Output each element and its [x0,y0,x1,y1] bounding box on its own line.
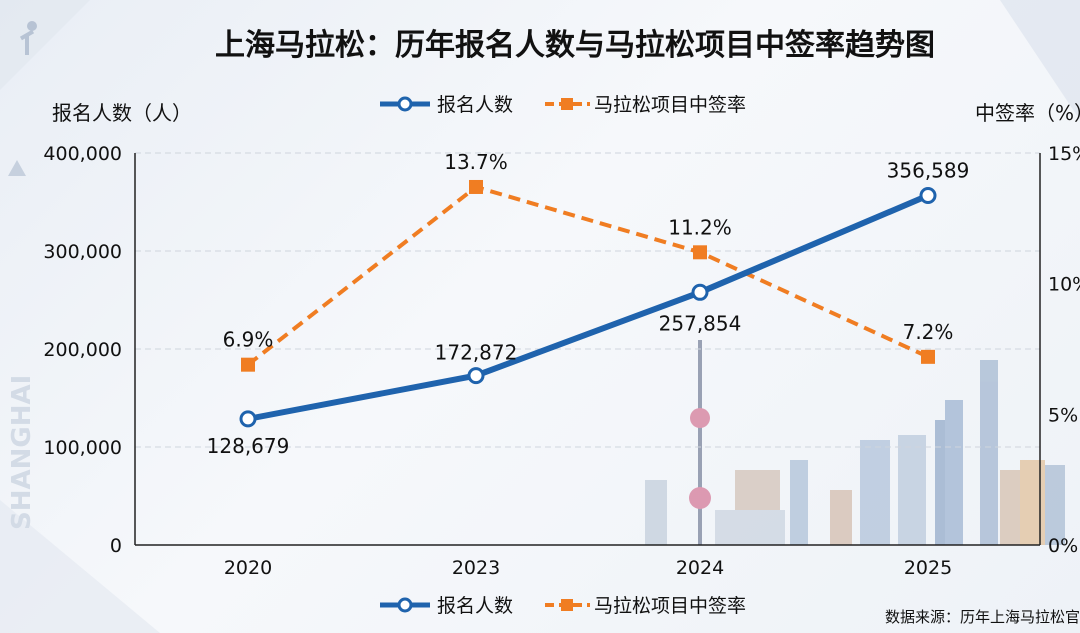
legend-top: 报名人数 马拉松项目中签率 [380,94,746,116]
registrations-data-label: 257,854 [659,311,742,335]
skyline-illustration [645,340,1065,545]
registrations-data-label: 172,872 [435,341,518,365]
left-tick-label: 0 [110,535,122,557]
left-tick-label: 300,000 [43,241,122,263]
source-note: 数据来源：历年上海马拉松官 [885,608,1080,626]
right-tick-label: 5% [1048,404,1078,426]
legend-bottom: 报名人数 马拉松项目中签率 [380,595,746,617]
rate-point [241,357,255,372]
registrations-point [919,187,937,205]
left-axis-label: 报名人数（人） [52,101,192,125]
registrations-point [691,283,709,301]
skyline-building [980,360,998,545]
grid [135,152,1040,448]
legend-label-registrations: 报名人数 [437,595,513,617]
skyline-building [790,460,808,545]
pearl-tower-sphere [690,408,710,428]
rate-data-label: 11.2% [668,215,732,239]
rate-point [921,349,935,364]
skyline-building [715,510,785,545]
skyline-building [945,400,963,545]
left-tick-label: 100,000 [43,437,122,459]
legend-label-rate: 马拉松项目中签率 [594,595,746,617]
skyline-building [1045,465,1065,545]
registrations-data-label: 128,679 [207,434,290,458]
left-tick-label: 400,000 [43,143,122,165]
right-tick-label: 10% [1048,274,1080,296]
axes: 0 100,000 200,000 300,000 400,000 0% 5% 10% 15% 2… [43,143,1080,579]
pearl-tower-sphere [689,487,711,509]
legend-label-registrations: 报名人数 [437,94,513,116]
registrations-point [467,367,485,385]
right-tick-label: 15% [1048,143,1080,165]
x-tick-label: 2024 [676,557,724,579]
rate-data-label: 6.9% [223,328,274,352]
arrow-up-icon [8,160,26,176]
right-tick-label: 0% [1048,535,1078,557]
rate-line [246,184,929,367]
registrations-point [239,410,257,428]
rate-point [693,245,707,260]
skyline-building [645,480,667,545]
chart-title: 上海马拉松：历年报名人数与马拉松项目中签率趋势图 [215,28,935,63]
x-tick-label: 2023 [452,557,500,579]
left-tick-label: 200,000 [43,339,122,361]
legend-marker-registrations [397,597,413,613]
series-layer: 128,679 172,872 257,854 356,589 6.9% 13.7% 11.… [207,150,970,458]
right-axis-label: 中签率（%） [975,101,1080,125]
legend-marker-registrations [397,96,413,112]
legend-marker-rate [561,599,573,611]
skyline-building [898,435,926,545]
skyline-building [830,490,852,545]
rate-data-label: 7.2% [903,320,954,344]
legend-marker-rate [561,98,573,110]
watermark-text: SHANGHAI [7,375,37,530]
rate-point [469,179,483,194]
registrations-line [247,192,930,422]
legend-label-rate: 马拉松项目中签率 [594,94,746,116]
skyline-building [860,440,890,545]
skyline-building [1020,460,1045,545]
registrations-data-label: 356,589 [887,159,970,183]
x-tick-label: 2020 [224,557,272,579]
x-tick-label: 2025 [904,557,952,579]
runner-icon [19,21,37,55]
rate-data-label: 13.7% [444,150,508,174]
